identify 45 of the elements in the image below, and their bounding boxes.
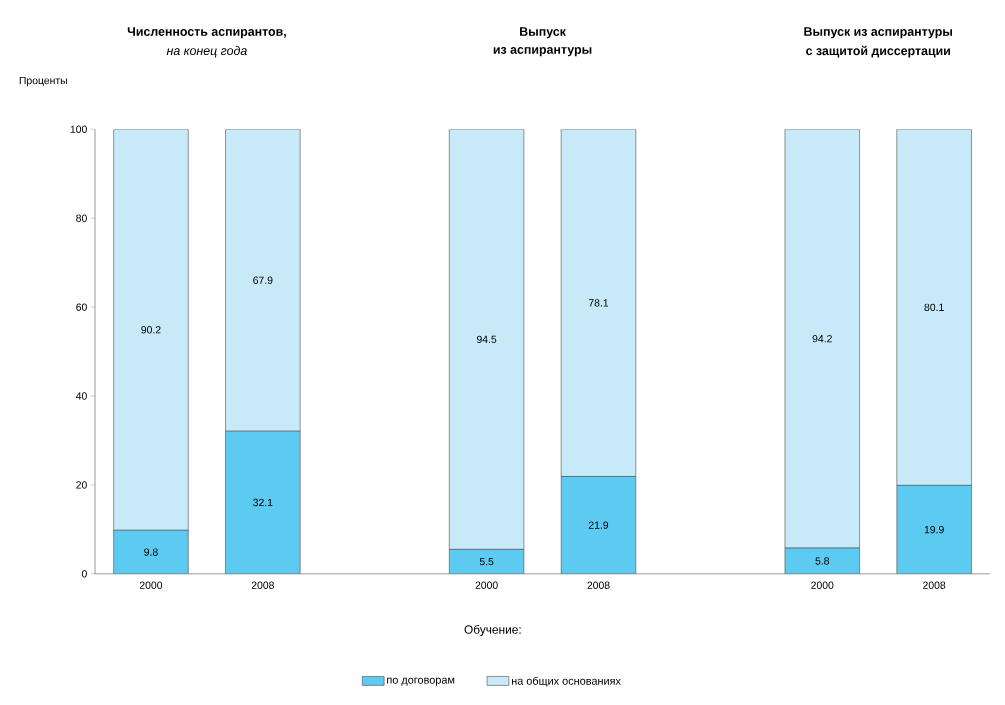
text: с защитой диссертации xyxy=(806,45,950,58)
x-tick-label: 2000 xyxy=(139,581,163,589)
bar xyxy=(896,485,972,574)
y-tick-label: 0 xyxy=(81,570,87,578)
x-tick-label: 2000 xyxy=(811,581,834,589)
data-label: 32.1 xyxy=(253,498,273,507)
data-label: 78.1 xyxy=(588,299,609,307)
bar xyxy=(784,129,860,549)
bar xyxy=(896,129,972,486)
text: Численность аспирантов, xyxy=(127,27,286,39)
legend-label: по договорам xyxy=(387,677,455,686)
bar xyxy=(113,129,189,531)
x-tick-label: 2000 xyxy=(475,581,498,589)
y-tick-label: 100 xyxy=(70,125,87,133)
bar xyxy=(560,476,637,574)
y-tick-label: 40 xyxy=(75,392,87,400)
data-label: 5.5 xyxy=(479,557,494,566)
data-label: 5.8 xyxy=(815,557,830,565)
x-tick-label: 2008 xyxy=(923,581,946,589)
bar xyxy=(448,549,525,574)
x-tick-label: 2008 xyxy=(251,581,274,589)
y-tick-label: 80 xyxy=(76,214,87,222)
y-tick-label: 20 xyxy=(76,481,87,489)
data-label: 94.5 xyxy=(476,335,497,343)
y-tick-label: 60 xyxy=(76,303,87,311)
data-label: 21.9 xyxy=(588,521,609,529)
legend-label: на общих основаниях xyxy=(511,676,621,687)
text: из аспирантуры xyxy=(493,47,592,57)
bar xyxy=(113,529,189,574)
bar xyxy=(225,430,301,574)
text: на конец года xyxy=(166,45,247,58)
text: Выпуск из аспирантуры xyxy=(804,27,953,39)
bar xyxy=(560,129,637,477)
data-label: 94.2 xyxy=(812,334,832,343)
data-label: 67.9 xyxy=(253,276,273,284)
data-label: 90.2 xyxy=(141,326,161,334)
data-label: 9.8 xyxy=(144,548,158,556)
bar xyxy=(448,129,525,550)
data-label: 80.1 xyxy=(924,303,944,311)
bar xyxy=(225,129,301,432)
data-label: 19.9 xyxy=(924,525,944,534)
legend-title: Обучение: xyxy=(464,624,521,637)
x-tick-label: 2008 xyxy=(587,581,610,589)
y-axis-title: Проценты xyxy=(19,76,67,87)
text: Выпуск xyxy=(520,27,566,39)
